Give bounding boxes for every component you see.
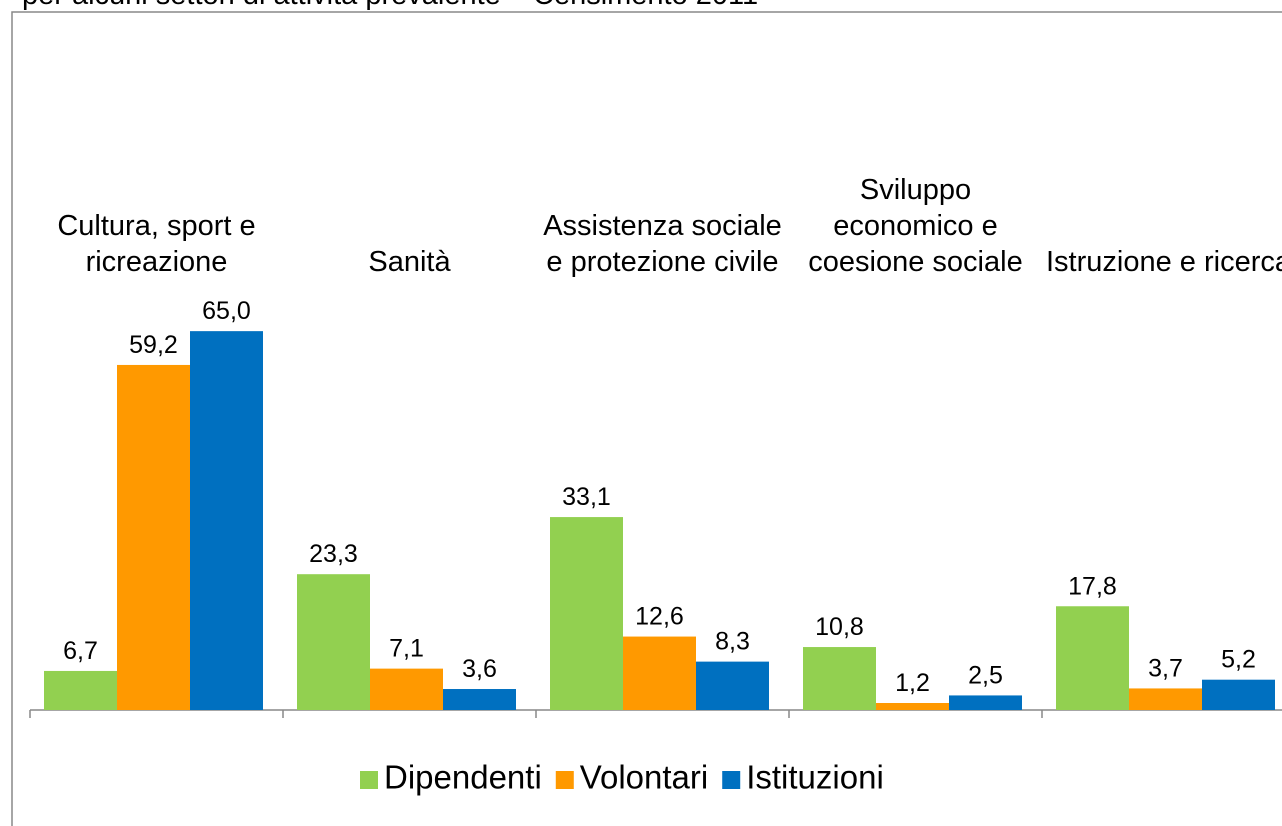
category-label: Cultura, sport e ricreazione bbox=[57, 210, 256, 278]
data-label: 12,6 bbox=[635, 603, 684, 631]
bar bbox=[117, 364, 190, 710]
legend-swatch bbox=[555, 771, 574, 789]
bar bbox=[1056, 606, 1129, 710]
bar bbox=[443, 689, 516, 710]
legend-label: Volontari bbox=[580, 759, 708, 796]
bar bbox=[876, 703, 949, 710]
data-label: 3,7 bbox=[1148, 654, 1183, 682]
data-label: 17,8 bbox=[1068, 572, 1117, 600]
data-label: 7,1 bbox=[389, 635, 424, 663]
category-label: Sviluppo economico e coesione sociale bbox=[808, 174, 1023, 278]
chart-title: per alcuni settori di attività prevalent… bbox=[22, 0, 758, 11]
data-label: 1,2 bbox=[895, 669, 930, 697]
category-label: Sanità bbox=[368, 246, 451, 278]
bar bbox=[550, 517, 623, 710]
bar bbox=[696, 661, 769, 710]
bar bbox=[803, 647, 876, 710]
legend-label: Istituzioni bbox=[746, 759, 884, 796]
legend-swatch bbox=[360, 771, 378, 789]
chart-frame bbox=[11, 11, 1282, 826]
data-label: 8,3 bbox=[715, 628, 750, 656]
data-label: 59,2 bbox=[129, 331, 178, 359]
bar bbox=[370, 668, 443, 710]
data-label: 3,6 bbox=[462, 655, 497, 683]
data-label: 65,0 bbox=[202, 297, 251, 325]
category-label: Assistenza sociale e protezione civile bbox=[543, 210, 782, 278]
legend-swatch bbox=[722, 771, 741, 789]
legend-label: Dipendenti bbox=[384, 759, 542, 796]
data-label: 5,2 bbox=[1221, 646, 1256, 674]
bar bbox=[190, 331, 263, 710]
category-label: Istruzione e ricerca bbox=[1046, 246, 1282, 278]
data-label: 23,3 bbox=[309, 540, 358, 568]
bar bbox=[1129, 688, 1202, 710]
bar bbox=[44, 670, 117, 710]
data-label: 10,8 bbox=[815, 613, 864, 641]
data-label: 33,1 bbox=[562, 483, 611, 511]
bar bbox=[623, 636, 696, 710]
data-label: 6,7 bbox=[63, 637, 98, 665]
data-label: 2,5 bbox=[968, 661, 1003, 689]
bar bbox=[1202, 679, 1275, 710]
bar bbox=[297, 574, 370, 710]
bar bbox=[949, 695, 1022, 710]
